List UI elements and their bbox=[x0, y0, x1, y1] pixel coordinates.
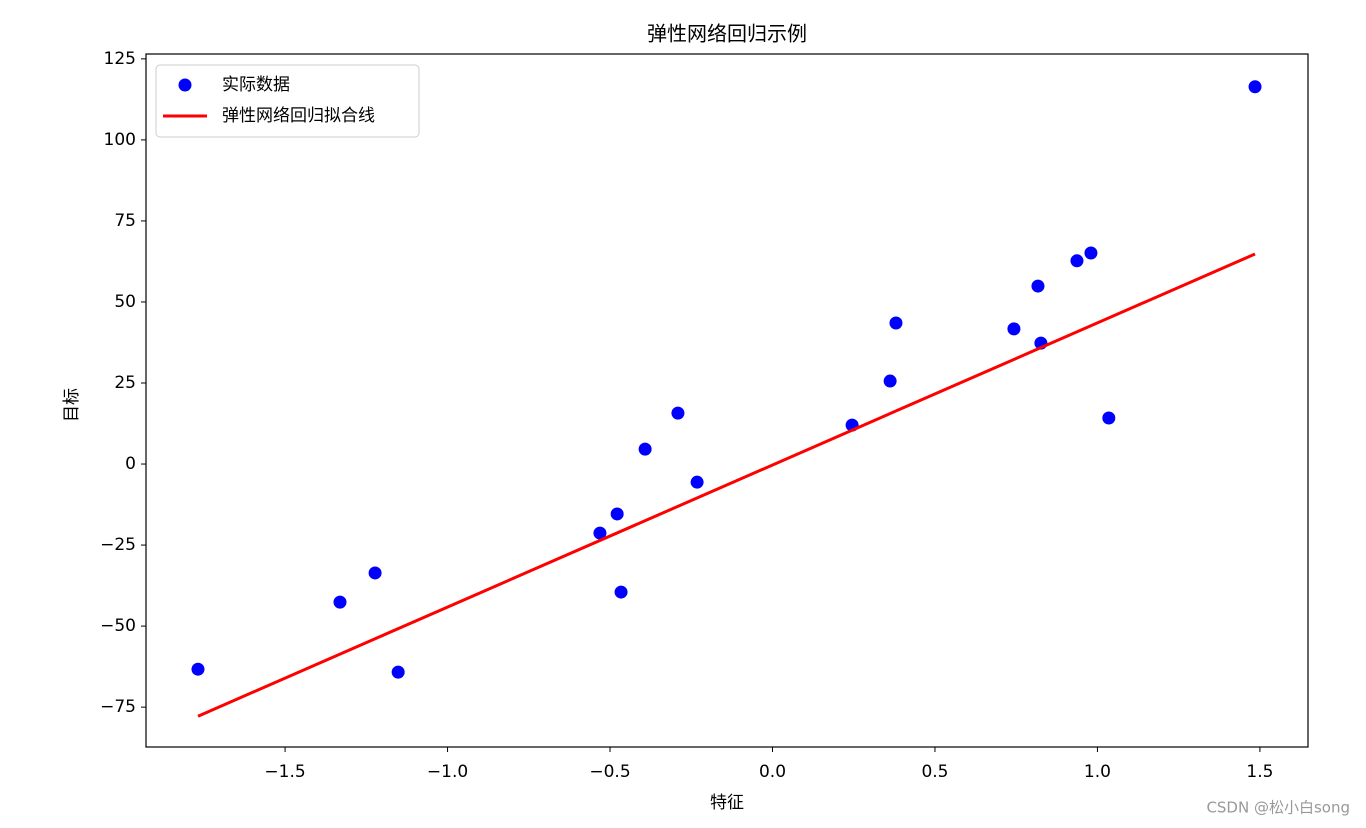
y-tick-label: 0 bbox=[125, 454, 136, 474]
legend-label: 弹性网络回归拟合线 bbox=[222, 106, 375, 126]
data-point bbox=[391, 665, 405, 679]
data-point bbox=[1007, 322, 1021, 336]
legend-box bbox=[155, 64, 420, 138]
data-point bbox=[883, 374, 897, 388]
y-tick-label: 50 bbox=[114, 292, 136, 312]
legend-label: 实际数据 bbox=[222, 75, 290, 95]
data-point bbox=[1102, 411, 1116, 425]
x-axis-label: 特征 bbox=[710, 793, 744, 813]
y-tick-label: −25 bbox=[100, 535, 136, 555]
data-point bbox=[1031, 279, 1045, 293]
x-tick-label: 0.5 bbox=[921, 762, 948, 782]
data-point bbox=[610, 507, 624, 521]
y-tick-label: 125 bbox=[104, 49, 136, 69]
x-tick-label: −0.5 bbox=[589, 762, 630, 782]
y-axis-label: 目标 bbox=[62, 388, 82, 422]
y-tick-label: 100 bbox=[104, 130, 136, 150]
data-point bbox=[1248, 80, 1262, 94]
data-point bbox=[671, 406, 685, 420]
data-point bbox=[191, 662, 205, 676]
data-point bbox=[690, 475, 704, 489]
data-point bbox=[1070, 254, 1084, 268]
watermark: CSDN @松小白song bbox=[1206, 799, 1350, 817]
data-point bbox=[593, 526, 607, 540]
chart-title: 弹性网络回归示例 bbox=[647, 22, 807, 46]
x-tick-label: 1.5 bbox=[1246, 762, 1273, 782]
fit-line bbox=[197, 252, 1256, 718]
legend-marker bbox=[178, 78, 192, 92]
x-tick-label: −1.0 bbox=[427, 762, 468, 782]
data-point bbox=[638, 442, 652, 456]
y-tick-label: 75 bbox=[114, 211, 136, 231]
y-tick-label: 25 bbox=[114, 373, 136, 393]
data-point bbox=[1084, 246, 1098, 260]
plot-frame bbox=[145, 53, 1309, 748]
data-point bbox=[333, 595, 347, 609]
x-tick-label: 0.0 bbox=[759, 762, 786, 782]
x-tick-label: 1.0 bbox=[1084, 762, 1111, 782]
y-tick-label: −50 bbox=[100, 616, 136, 636]
y-tick-label: −75 bbox=[100, 697, 136, 717]
data-point bbox=[614, 585, 628, 599]
x-tick-label: −1.5 bbox=[264, 762, 305, 782]
data-point bbox=[889, 316, 903, 330]
data-point bbox=[368, 566, 382, 580]
